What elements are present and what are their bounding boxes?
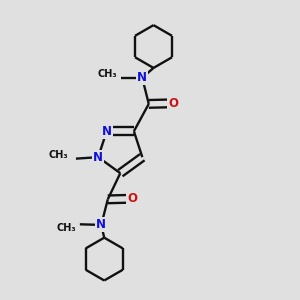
Text: N: N (102, 125, 112, 138)
Text: N: N (137, 71, 147, 84)
Text: CH₃: CH₃ (57, 223, 76, 233)
Text: CH₃: CH₃ (98, 69, 117, 79)
Text: O: O (168, 97, 178, 110)
Text: N: N (96, 218, 106, 231)
Text: CH₃: CH₃ (49, 150, 68, 160)
Text: N: N (93, 151, 103, 164)
Text: O: O (127, 192, 137, 205)
